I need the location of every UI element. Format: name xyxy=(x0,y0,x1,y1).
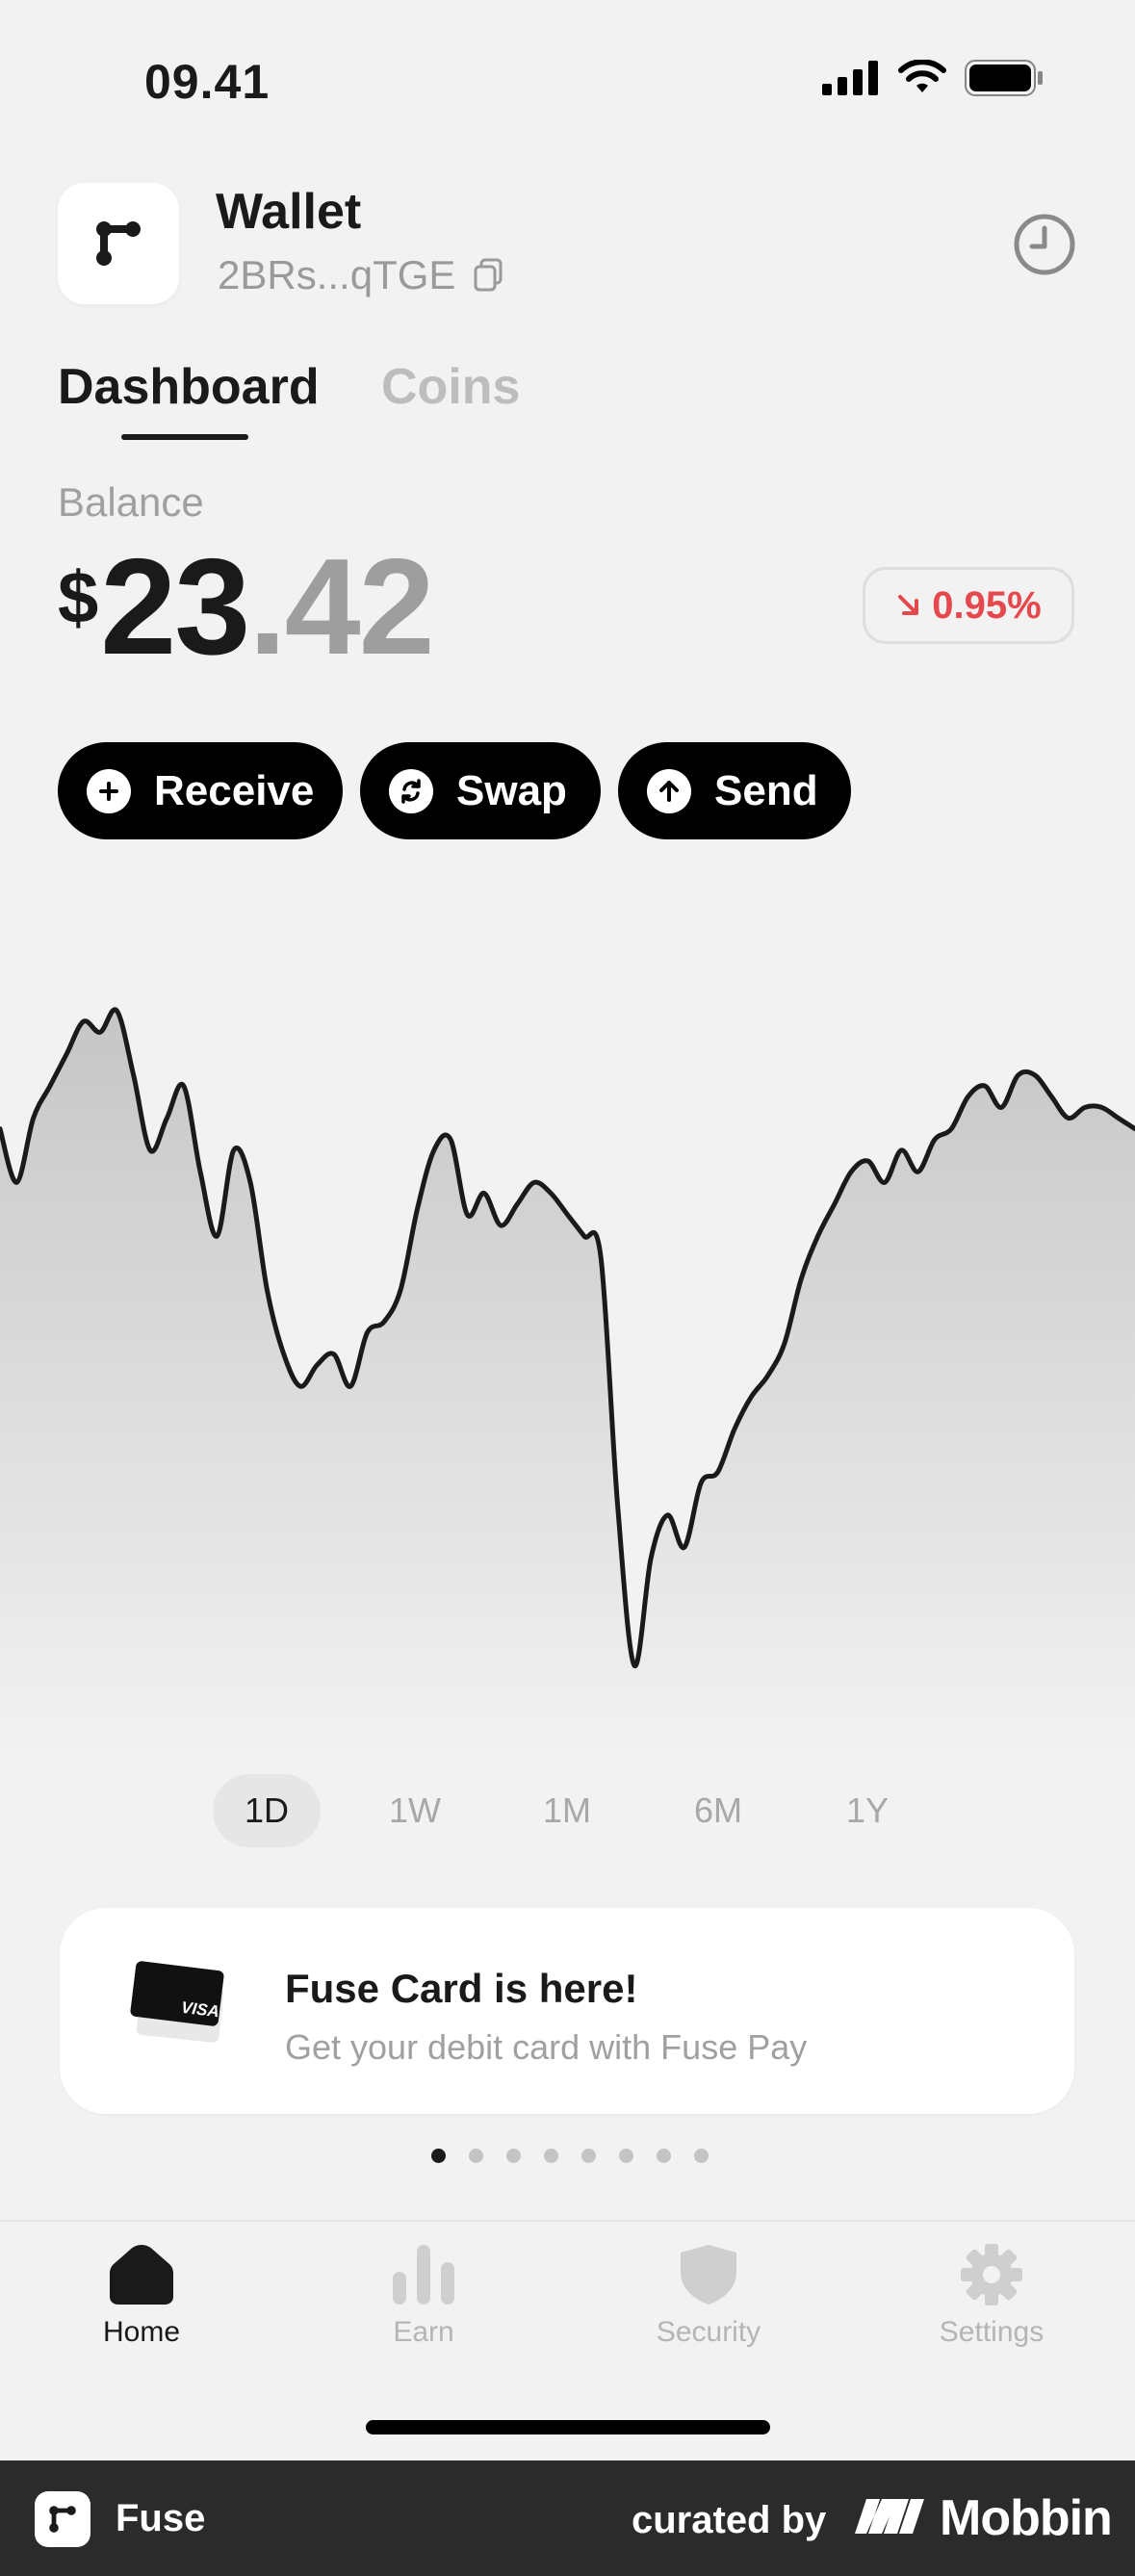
wallet-title: Wallet xyxy=(216,184,362,240)
change-badge: 0.95% xyxy=(863,567,1074,644)
wallet-address[interactable]: 2BRs...qTGE xyxy=(218,252,503,298)
history-button[interactable] xyxy=(1010,210,1079,279)
plus-icon xyxy=(87,768,131,813)
receive-label: Receive xyxy=(154,766,315,814)
status-time: 09.41 xyxy=(144,55,271,109)
cellular-signal-icon xyxy=(822,61,878,95)
wallet-app-icon[interactable] xyxy=(58,183,179,304)
pagination-dot[interactable] xyxy=(506,2149,521,2163)
pagination-dot[interactable] xyxy=(694,2149,709,2163)
balance-decimal: .42 xyxy=(248,530,434,683)
footer-bar: Fuse curated by Mobbin xyxy=(0,2460,1135,2576)
tab-bar-divider xyxy=(0,2220,1135,2222)
change-percent: 0.95% xyxy=(932,583,1042,627)
footer-curated-by: curated by xyxy=(632,2499,827,2541)
receive-button[interactable]: Receive xyxy=(58,742,343,839)
wallet-address-text: 2BRs...qTGE xyxy=(218,252,456,297)
balance-integer: 23 xyxy=(100,530,250,683)
tab-coins[interactable]: Coins xyxy=(381,359,521,415)
carousel-pagination xyxy=(431,2149,709,2163)
gear-icon xyxy=(961,2244,1022,2306)
tab-dashboard[interactable]: Dashboard xyxy=(58,359,320,415)
pagination-dot[interactable] xyxy=(657,2149,671,2163)
arrow-up-icon xyxy=(647,768,691,813)
arrow-down-right-icon xyxy=(898,595,919,615)
send-label: Send xyxy=(714,766,818,814)
footer-brand: Mobbin xyxy=(940,2490,1113,2546)
battery-icon xyxy=(965,60,1043,96)
pagination-dot[interactable] xyxy=(469,2149,483,2163)
pagination-dot[interactable] xyxy=(431,2149,446,2163)
clock-icon xyxy=(1014,214,1075,275)
promo-card[interactable]: VISA Fuse Card is here! Get your debit c… xyxy=(60,1908,1074,2114)
pagination-dot[interactable] xyxy=(581,2149,596,2163)
fuse-logo-icon xyxy=(96,221,141,266)
balance-currency: $ xyxy=(58,557,98,639)
mobbin-logo-icon xyxy=(855,2499,924,2534)
home-indicator xyxy=(366,2420,770,2434)
promo-subtitle: Get your debit card with Fuse Pay xyxy=(285,2027,808,2067)
pagination-dot[interactable] xyxy=(619,2149,633,2163)
chart-line xyxy=(0,1007,1135,1668)
promo-title: Fuse Card is here! xyxy=(285,1966,638,2011)
nav-home-label: Home xyxy=(102,2316,181,2348)
nav-security[interactable]: Security xyxy=(617,2243,800,2349)
status-icons xyxy=(822,60,1044,96)
copy-icon[interactable] xyxy=(473,258,503,293)
nav-settings-label: Settings xyxy=(939,2316,1045,2348)
bar-chart-icon xyxy=(393,2245,454,2305)
debit-card-icon: VISA xyxy=(130,1961,224,2043)
balance-label: Balance xyxy=(58,479,204,525)
nav-home[interactable]: Home xyxy=(50,2243,233,2349)
shield-icon xyxy=(681,2245,736,2305)
send-button[interactable]: Send xyxy=(618,742,851,839)
balance-chart[interactable] xyxy=(0,963,1135,1762)
nav-settings[interactable]: Settings xyxy=(900,2243,1083,2349)
range-1d[interactable]: 1D xyxy=(213,1774,321,1847)
nav-earn-label: Earn xyxy=(393,2316,454,2348)
swap-label: Swap xyxy=(456,766,567,814)
range-1w[interactable]: 1W xyxy=(389,1790,441,1830)
range-6m[interactable]: 6M xyxy=(693,1790,742,1830)
pagination-dot[interactable] xyxy=(544,2149,558,2163)
svg-text:VISA: VISA xyxy=(180,1998,220,2022)
fuse-logo-icon xyxy=(49,2506,76,2533)
nav-earn[interactable]: Earn xyxy=(332,2243,515,2349)
wifi-icon xyxy=(898,60,946,92)
active-tab-indicator xyxy=(121,434,248,440)
nav-security-label: Security xyxy=(656,2316,761,2348)
footer-app-name: Fuse xyxy=(116,2497,206,2539)
swap-icon xyxy=(389,768,433,813)
range-1y[interactable]: 1Y xyxy=(845,1790,890,1830)
range-1m[interactable]: 1M xyxy=(542,1790,591,1830)
chart-area-fill xyxy=(0,1009,1135,1762)
swap-button[interactable]: Swap xyxy=(360,742,601,839)
home-icon xyxy=(110,2245,173,2305)
footer-app-icon xyxy=(35,2491,90,2547)
balance-amount: $ 23 .42 xyxy=(58,530,435,683)
